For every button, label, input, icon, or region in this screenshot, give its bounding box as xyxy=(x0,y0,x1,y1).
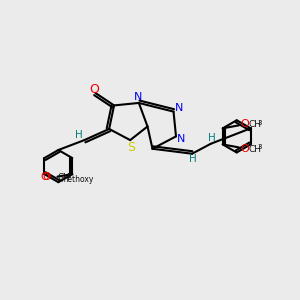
Text: 3: 3 xyxy=(66,173,70,179)
Text: O: O xyxy=(241,144,250,154)
Text: methoxy: methoxy xyxy=(60,175,94,184)
Text: CH: CH xyxy=(248,120,261,129)
Text: 3: 3 xyxy=(257,144,261,150)
Text: 3: 3 xyxy=(257,120,261,126)
Text: O: O xyxy=(40,172,49,182)
Text: N: N xyxy=(177,134,186,144)
Text: H: H xyxy=(190,154,197,164)
Text: O: O xyxy=(89,83,99,96)
Text: N: N xyxy=(175,103,183,113)
Text: CH: CH xyxy=(248,145,261,154)
Text: S: S xyxy=(128,140,135,154)
Text: H: H xyxy=(75,130,83,140)
Text: O: O xyxy=(241,119,250,129)
Text: N: N xyxy=(134,92,142,103)
Text: O: O xyxy=(42,172,50,182)
Text: H: H xyxy=(208,134,216,143)
Text: CH: CH xyxy=(57,173,70,182)
